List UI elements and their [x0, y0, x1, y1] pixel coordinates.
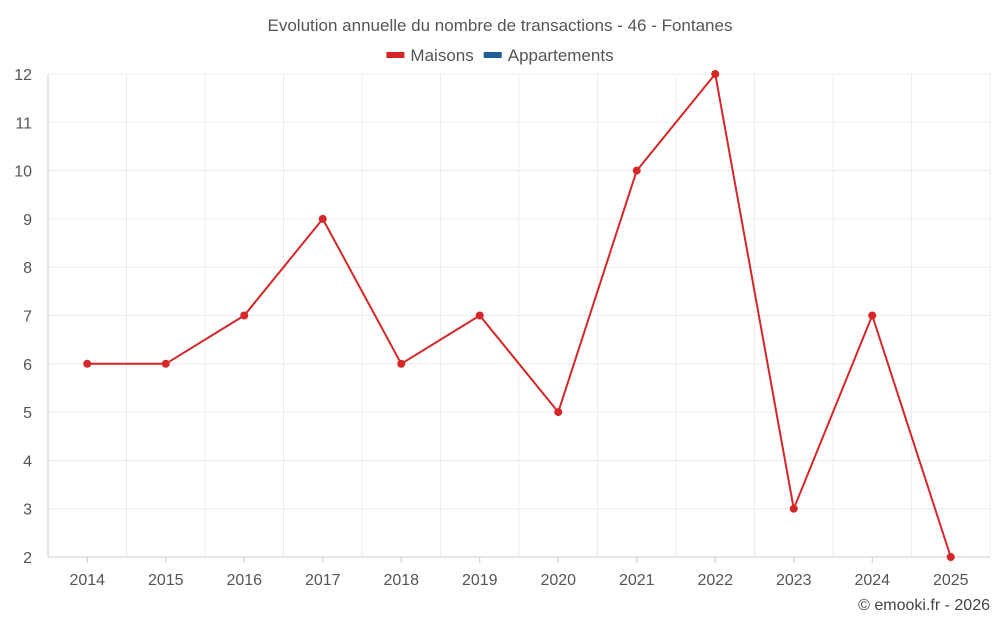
x-tick-label: 2021: [619, 572, 655, 589]
y-tick-label: 7: [23, 309, 32, 326]
y-tick-label: 9: [23, 212, 32, 229]
x-tick-label: 2022: [697, 572, 733, 589]
x-tick-label: 2015: [148, 572, 184, 589]
data-point: [632, 166, 641, 175]
legend-item: Appartements: [483, 46, 614, 65]
data-point: [711, 70, 720, 78]
x-tick-label: 2019: [462, 572, 498, 589]
data-point: [318, 214, 327, 223]
x-tick-label: 2025: [933, 572, 969, 589]
credit-text: © emooki.fr - 2026: [858, 597, 990, 614]
legend-label: Appartements: [508, 46, 614, 65]
y-tick-label: 8: [23, 260, 32, 277]
data-point: [946, 553, 955, 561]
chart-title: Evolution annuelle du nombre de transact…: [268, 16, 733, 35]
x-tick-label: 2017: [305, 572, 341, 589]
data-point: [789, 504, 798, 513]
legend-item: Maisons: [386, 46, 474, 65]
legend-label: Maisons: [410, 46, 473, 65]
x-tick-label: 2016: [226, 572, 262, 589]
x-tick-label: 2014: [69, 572, 105, 589]
x-tick-label: 2024: [854, 572, 890, 589]
y-tick-label: 4: [23, 453, 32, 470]
data-point: [397, 359, 406, 368]
y-tick-label: 2: [23, 550, 32, 567]
x-tick-label: 2020: [540, 572, 576, 589]
y-tick-label: 3: [23, 502, 32, 519]
legend-swatch: [483, 52, 502, 58]
y-tick-label: 6: [23, 357, 32, 374]
data-point: [475, 311, 484, 320]
y-tick-label: 11: [15, 115, 32, 132]
x-tick-label: 2023: [776, 572, 812, 589]
y-axis: 2 3 4 5 6 7 8 9 10 11 12: [14, 67, 49, 567]
data-point: [554, 408, 563, 417]
grid-lines: [47, 73, 991, 557]
legend-swatch: [386, 52, 405, 58]
data-point: [83, 359, 92, 368]
legend: Maisons Appartements: [386, 46, 614, 65]
series-line-maisons: [87, 73, 952, 558]
y-tick-label: 12: [14, 67, 32, 84]
y-tick-label: 10: [14, 164, 32, 181]
data-point: [240, 311, 249, 320]
series-group: [83, 70, 955, 561]
y-tick-label: 5: [23, 405, 32, 422]
x-axis: 2014 2015 2016 2017 2018 2019 2020 2021 2022 2023…: [48, 556, 990, 589]
x-tick-label: 2018: [383, 572, 419, 589]
data-point: [161, 359, 170, 368]
data-point: [868, 311, 877, 320]
